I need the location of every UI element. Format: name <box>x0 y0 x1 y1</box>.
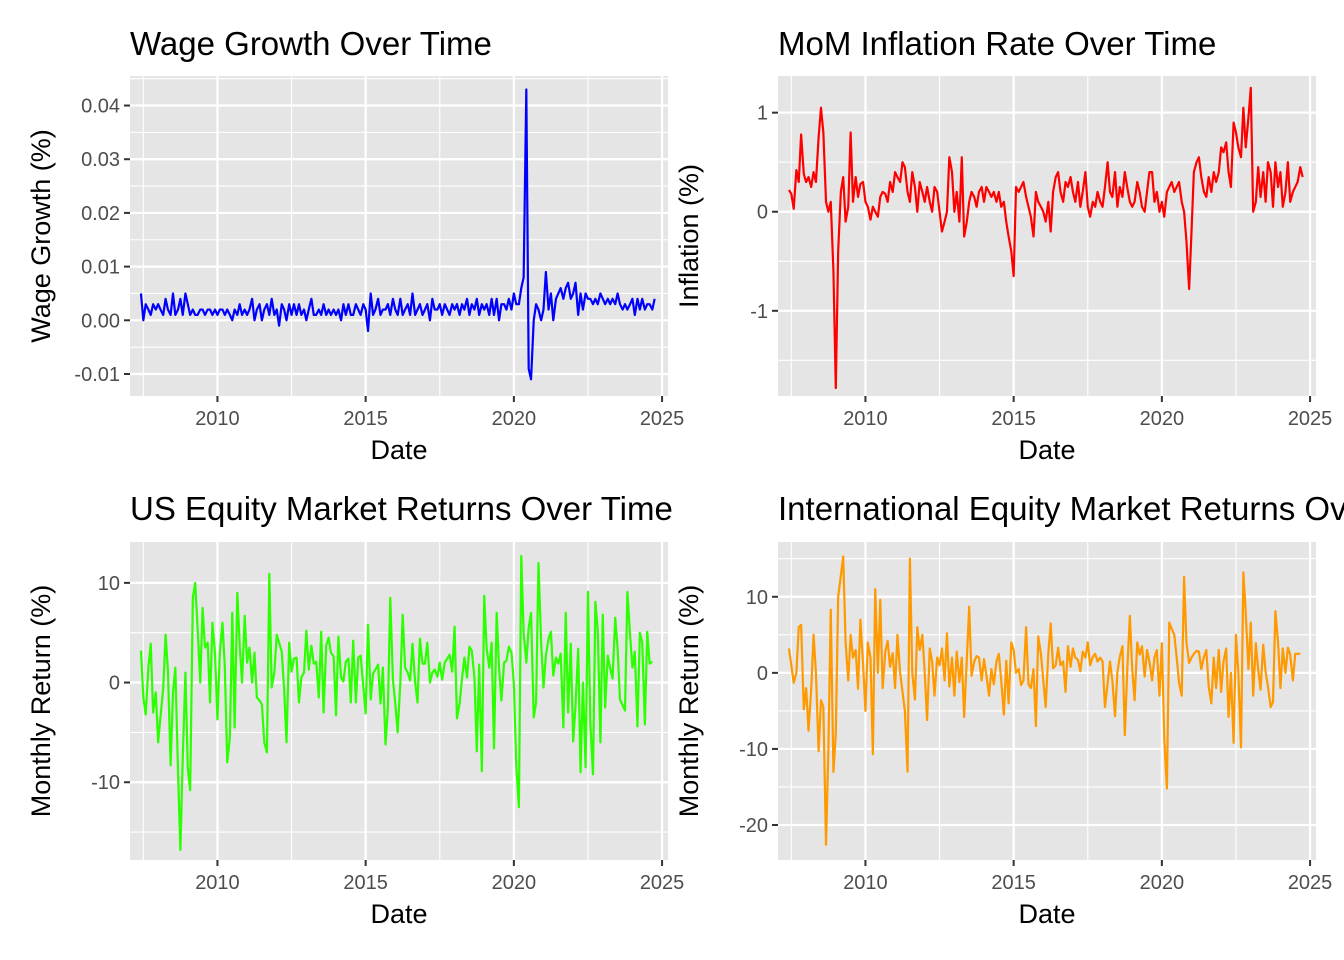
intl-equity-chart: 2010 2015 2020 2025 -20 -10 0 10 International E… <box>674 490 1344 929</box>
wage-growth-chart: 2010 2015 2020 2025 -0.01 0.00 0.01 0.02 0.03 0.0… <box>26 25 684 465</box>
intl-equity-y-tick-label: 0 <box>757 663 768 685</box>
us-equity-y-tick-label: 10 <box>98 573 120 595</box>
us-equity-x-axis-title: Date <box>370 899 427 929</box>
inflation-panel-background <box>778 76 1316 396</box>
intl-equity-x-tick-label: 2025 <box>1288 872 1333 894</box>
us-equity-x-tick-label: 2015 <box>343 872 388 894</box>
wage-growth-x-tick-label: 2025 <box>640 408 685 430</box>
intl-equity-title: International Equity Market Returns Over… <box>778 490 1344 527</box>
intl-equity-y-tick-label: -20 <box>739 815 768 837</box>
us-equity-y-tick-label: -10 <box>91 772 120 794</box>
wage-growth-y-tick-label: 0.02 <box>81 203 120 225</box>
intl-equity-x-tick-label: 2020 <box>1140 872 1185 894</box>
inflation-x-axis-title: Date <box>1018 435 1075 465</box>
intl-equity-series-line <box>787 555 1301 846</box>
wage-growth-panel-background <box>130 76 668 396</box>
inflation-series-line <box>788 86 1304 390</box>
inflation-y-tick-label: 1 <box>757 103 768 125</box>
wage-growth-series-line <box>139 88 656 381</box>
us-equity-chart: 2010 2015 2020 2025 -10 0 10 US Equity Market R… <box>26 490 684 929</box>
inflation-x-tick-label: 2025 <box>1288 408 1333 430</box>
wage-growth-x-tick-label: 2010 <box>195 408 240 430</box>
us-equity-x-tick-label: 2010 <box>195 872 240 894</box>
wage-growth-y-tick-label: 0.03 <box>81 149 120 171</box>
inflation-x-tick-label: 2020 <box>1140 408 1185 430</box>
intl-equity-x-tick-label: 2010 <box>843 872 888 894</box>
inflation-y-axis-title: Inflation (%) <box>674 164 704 308</box>
inflation-title: MoM Inflation Rate Over Time <box>778 25 1216 62</box>
us-equity-series-line <box>139 554 653 852</box>
us-equity-x-tick-label: 2020 <box>492 872 537 894</box>
intl-equity-y-tick-label: 10 <box>746 587 768 609</box>
wage-growth-y-tick-label: 0.00 <box>81 310 120 332</box>
wage-growth-y-axis-title: Wage Growth (%) <box>26 129 56 343</box>
us-equity-title: US Equity Market Returns Over Time <box>130 490 673 527</box>
wage-growth-x-axis-title: Date <box>370 435 427 465</box>
inflation-x-tick-label: 2010 <box>843 408 888 430</box>
us-equity-x-tick-label: 2025 <box>640 872 685 894</box>
intl-equity-y-tick-label: -10 <box>739 739 768 761</box>
wage-growth-y-tick-label: -0.01 <box>74 364 120 386</box>
wage-growth-title: Wage Growth Over Time <box>130 25 492 62</box>
inflation-y-tick-label: -1 <box>750 301 768 323</box>
inflation-y-tick-label: 0 <box>757 202 768 224</box>
wage-growth-y-tick-label: 0.01 <box>81 257 120 279</box>
inflation-x-tick-label: 2015 <box>991 408 1036 430</box>
intl-equity-x-axis-title: Date <box>1018 899 1075 929</box>
intl-equity-x-tick-label: 2015 <box>991 872 1036 894</box>
wage-growth-x-tick-label: 2020 <box>492 408 537 430</box>
inflation-chart: 2010 2015 2020 2025 -1 0 1 MoM Inflation Rate O… <box>674 25 1332 465</box>
intl-equity-y-axis-title: Monthly Return (%) <box>674 585 704 818</box>
wage-growth-y-tick-label: 0.04 <box>81 96 120 118</box>
us-equity-y-tick-label: 0 <box>109 673 120 695</box>
us-equity-y-axis-title: Monthly Return (%) <box>26 585 56 818</box>
wage-growth-x-tick-label: 2015 <box>343 408 388 430</box>
